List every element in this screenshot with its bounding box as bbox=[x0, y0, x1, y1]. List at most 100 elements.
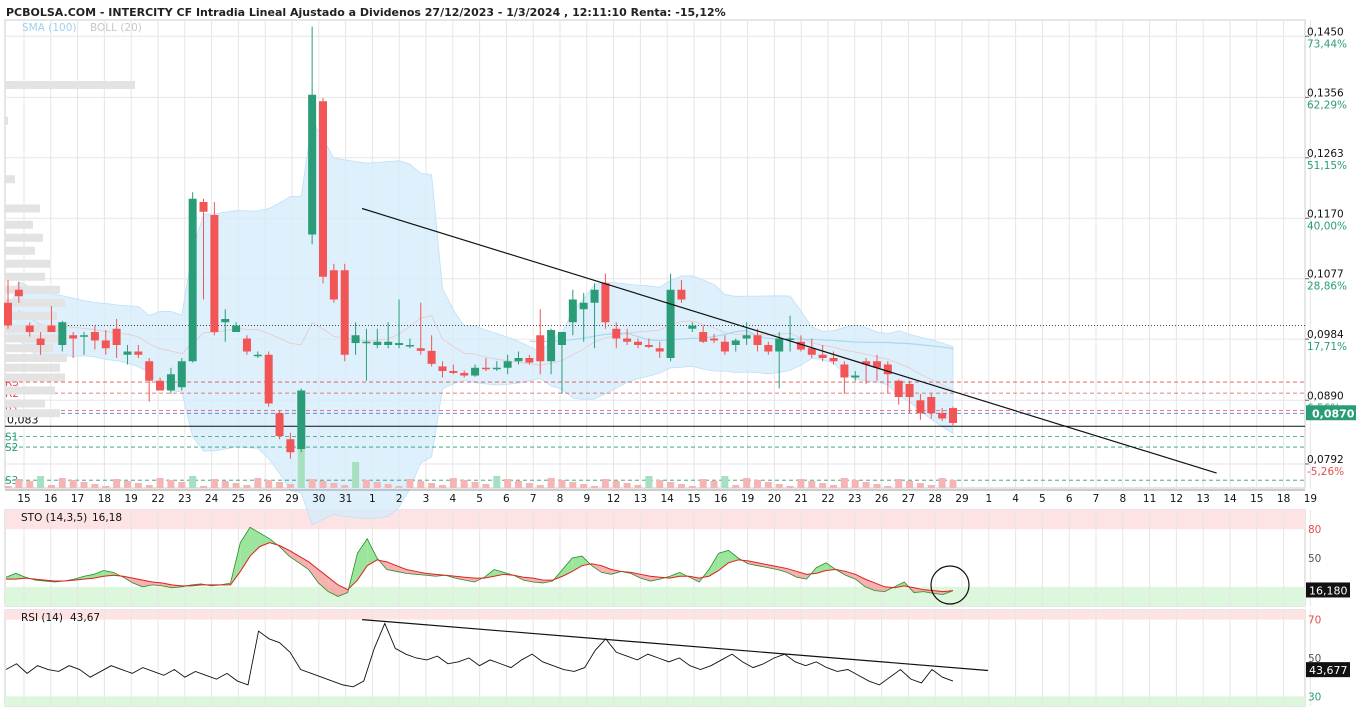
candle-body bbox=[4, 302, 12, 326]
volume-bar bbox=[525, 483, 533, 488]
x-tick-label: 15 bbox=[17, 493, 30, 505]
candle-body bbox=[481, 367, 490, 370]
candle-body bbox=[286, 439, 295, 453]
volume-bar bbox=[80, 482, 88, 488]
volume-bar bbox=[612, 481, 620, 488]
price-tick-label: 0,1450 bbox=[1307, 26, 1344, 38]
candle-body bbox=[753, 335, 762, 345]
volume-bar bbox=[927, 485, 935, 488]
candle-body bbox=[547, 330, 556, 362]
volume-profile-bar bbox=[5, 354, 67, 362]
x-tick-label: 12 bbox=[1170, 493, 1183, 505]
sto-fill bbox=[396, 565, 407, 574]
sto-oversold-zone bbox=[5, 586, 1305, 606]
volume-bar bbox=[482, 484, 490, 488]
candle-body bbox=[112, 328, 121, 345]
volume-bar bbox=[286, 484, 294, 488]
sto-fill bbox=[913, 587, 924, 593]
level-label-s2: S2 bbox=[5, 442, 18, 454]
candle-body bbox=[916, 400, 925, 414]
sto-fill bbox=[874, 582, 885, 592]
volume-bar bbox=[254, 478, 262, 488]
rsi-current-box bbox=[1306, 662, 1350, 678]
x-tick-label: 19 bbox=[741, 493, 754, 505]
rsi-panel bbox=[5, 619, 989, 688]
candle-body bbox=[514, 358, 523, 362]
volume-profile-bar bbox=[5, 311, 57, 320]
volume-bar bbox=[645, 476, 653, 488]
volume-bar bbox=[26, 481, 34, 488]
candle-body bbox=[699, 332, 708, 342]
candle-body bbox=[101, 340, 110, 349]
pct-tick-label: -5,26% bbox=[1307, 466, 1344, 478]
x-tick-label: 23 bbox=[848, 493, 861, 505]
rsi-tick-label: 50 bbox=[1308, 653, 1321, 665]
sto-tick-label: 80 bbox=[1308, 524, 1321, 536]
sto-fill bbox=[747, 560, 758, 566]
volume-bar bbox=[341, 485, 349, 488]
candle-body bbox=[927, 397, 936, 414]
sto-overbought-zone bbox=[5, 510, 1305, 530]
volume-bar bbox=[417, 481, 425, 488]
volume-bar bbox=[362, 480, 370, 488]
candle-body bbox=[949, 408, 957, 423]
x-tick-label: 2 bbox=[396, 493, 403, 505]
volume-bar bbox=[721, 476, 729, 488]
sto-fill bbox=[318, 569, 329, 592]
candle-body bbox=[308, 94, 317, 235]
candles-layer bbox=[4, 26, 957, 459]
x-tick-label: 4 bbox=[449, 493, 456, 505]
x-tick-label: 23 bbox=[178, 493, 191, 505]
volume-bar bbox=[623, 483, 631, 488]
volume-bar bbox=[189, 476, 197, 488]
x-tick-label: 26 bbox=[875, 493, 889, 505]
candle-body bbox=[395, 343, 404, 345]
volume-bar bbox=[330, 483, 338, 488]
sto-fill bbox=[162, 582, 172, 588]
volume-bar bbox=[319, 481, 327, 488]
x-tick-label: 19 bbox=[125, 493, 138, 505]
candle-body bbox=[145, 361, 154, 381]
volume-bar bbox=[580, 484, 588, 488]
sto-fill bbox=[250, 527, 260, 557]
x-tick-label: 7 bbox=[1093, 493, 1100, 505]
rsi-value-label: 43,67 bbox=[70, 612, 100, 624]
rsi-tick-label: 30 bbox=[1308, 691, 1321, 703]
volume-bar bbox=[797, 479, 805, 488]
candle-body bbox=[416, 348, 425, 351]
candle-body bbox=[612, 328, 621, 339]
volume-bar bbox=[167, 480, 175, 488]
candle-body bbox=[264, 354, 273, 404]
sto-fill bbox=[357, 538, 368, 581]
candle-body bbox=[905, 384, 914, 397]
sto-tick-label: 50 bbox=[1308, 553, 1321, 565]
sto-fill bbox=[6, 573, 16, 580]
candle-body bbox=[438, 366, 447, 371]
volume-profile-bar bbox=[5, 204, 40, 213]
volume-bar bbox=[808, 481, 816, 488]
volume-bar bbox=[819, 483, 827, 488]
rsi-line bbox=[5, 622, 954, 688]
sto-value-label: 16,18 bbox=[92, 512, 122, 524]
x-tick-label: 18 bbox=[1277, 493, 1290, 505]
volume-bar bbox=[113, 479, 121, 488]
x-tick-label: 29 bbox=[285, 493, 298, 505]
volume-bar bbox=[47, 485, 55, 488]
pct-tick-label: 28,86% bbox=[1307, 281, 1347, 293]
sto-fill bbox=[240, 527, 251, 572]
x-tick-label: 29 bbox=[955, 493, 968, 505]
bollinger-middle bbox=[7, 310, 954, 391]
candle-body bbox=[786, 338, 795, 340]
candle-body bbox=[449, 371, 458, 373]
sto-fill bbox=[865, 579, 875, 591]
candle-body bbox=[677, 289, 686, 300]
volume-bar bbox=[688, 486, 696, 488]
volume-bar bbox=[764, 482, 772, 488]
x-tick-label: 14 bbox=[1223, 493, 1237, 505]
x-tick-label: 6 bbox=[1066, 493, 1073, 505]
candle-body bbox=[590, 289, 599, 303]
volume-bar bbox=[200, 486, 208, 488]
x-tick-label: 14 bbox=[661, 493, 675, 505]
sto-fill bbox=[718, 550, 729, 571]
volume-bar bbox=[895, 479, 903, 488]
